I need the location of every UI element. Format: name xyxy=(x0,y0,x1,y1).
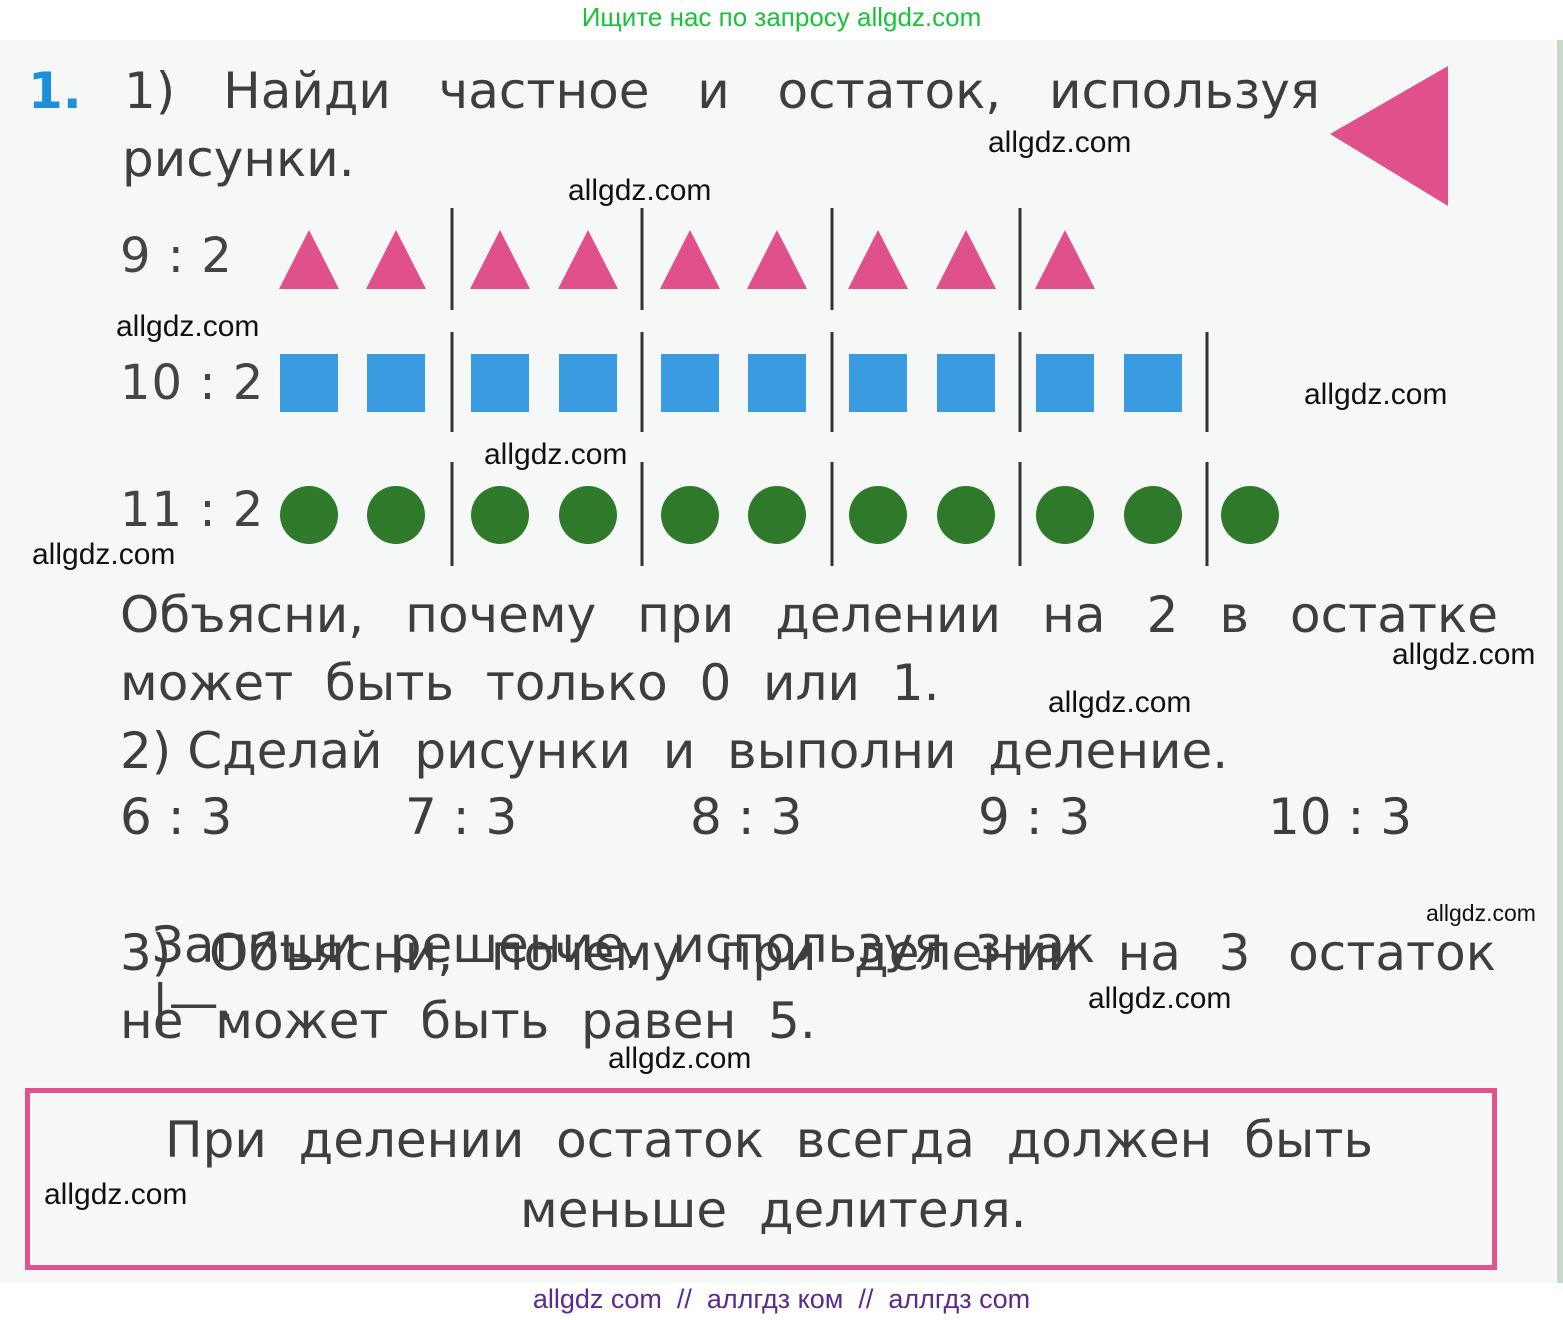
square-shape xyxy=(280,354,338,412)
circle-shape xyxy=(559,486,617,544)
square-shape xyxy=(367,354,425,412)
word: на xyxy=(1117,924,1181,982)
triangle-shape xyxy=(660,230,720,289)
circle-shape xyxy=(471,486,529,544)
word: при xyxy=(637,586,735,644)
circle-shape xyxy=(367,486,425,544)
left-triangle-icon xyxy=(1330,66,1448,206)
word: почему xyxy=(405,586,597,644)
square-shape xyxy=(471,354,529,412)
square-shape xyxy=(748,354,806,412)
part2-line3: Запиши решение, используя знак |—. xyxy=(120,858,1095,1032)
circle-shape xyxy=(748,486,806,544)
triangle-shape xyxy=(1035,230,1095,289)
part3-line2: не может быть равен 5. xyxy=(120,992,816,1050)
circle-shape xyxy=(1036,486,1094,544)
triangle-shape xyxy=(279,230,339,289)
watermark: allgdz.com xyxy=(44,1178,188,1211)
word: почему xyxy=(490,924,682,982)
watermark: allgdz.com xyxy=(988,126,1132,159)
example-10-3: 10 : 3 xyxy=(1268,788,1413,846)
circle-shape xyxy=(1221,486,1279,544)
triangle-shape xyxy=(558,230,618,289)
example-8-3: 8 : 3 xyxy=(690,788,803,846)
page-edge xyxy=(1557,40,1563,1283)
word: 1) xyxy=(124,62,176,120)
word: на xyxy=(1042,586,1106,644)
top-banner: Ищите нас по запросу allgdz.com xyxy=(581,2,982,32)
example-7-3: 7 : 3 xyxy=(405,788,518,846)
word: в xyxy=(1219,586,1249,644)
word: при xyxy=(719,924,817,982)
word: делении xyxy=(775,586,1002,644)
part2-line1: 2) Сделай рисунки и выполни деление. xyxy=(120,722,1229,780)
watermark: allgdz.com xyxy=(568,174,712,207)
watermark: allgdz.com xyxy=(1048,686,1192,719)
word: Объясни, xyxy=(120,586,365,644)
watermark: allgdz.com xyxy=(116,310,260,343)
rule-line2: меньше делителя. xyxy=(520,1181,1027,1239)
word: делении xyxy=(854,924,1080,982)
triangle-shape xyxy=(936,230,996,289)
word: остаток xyxy=(1288,924,1496,982)
triangle-shape xyxy=(470,230,530,289)
part1-line1: 1) Найди частное и остаток, используя xyxy=(124,62,1320,120)
row-label-9-2: 9 : 2 xyxy=(120,228,233,284)
rule-line1: При делении остаток всегда должен быть xyxy=(165,1111,1373,1169)
example-9-3: 9 : 3 xyxy=(978,788,1091,846)
example-6-3: 6 : 3 xyxy=(120,788,233,846)
word: остатке xyxy=(1290,586,1498,644)
word: используя xyxy=(1048,62,1320,120)
square-shape xyxy=(661,354,719,412)
part3-line1: 3) Объясни, почему при делении на 3 оста… xyxy=(120,924,1496,982)
triangle-shape xyxy=(747,230,807,289)
circle-shape xyxy=(661,486,719,544)
explain-line2: может быть только 0 или 1. xyxy=(120,654,940,712)
word: и xyxy=(697,62,730,120)
bottom-banner: allgdz com // аллгдз ком // аллгдз com xyxy=(532,1284,1031,1314)
circle-shape xyxy=(849,486,907,544)
square-shape xyxy=(849,354,907,412)
word: 2 xyxy=(1146,586,1179,644)
part1-line2: рисунки. xyxy=(122,130,355,188)
square-shape xyxy=(559,354,617,412)
rule-box: При делении остаток всегда должен быть м… xyxy=(25,1088,1497,1270)
circle-shape xyxy=(937,486,995,544)
circle-shape xyxy=(1124,486,1182,544)
word: Объясни, xyxy=(209,924,454,982)
circle-shape xyxy=(280,486,338,544)
word: 3) xyxy=(120,924,172,982)
explain-line1: Объясни, почему при делении на 2 в остат… xyxy=(120,586,1498,644)
word: 3 xyxy=(1218,924,1251,982)
watermark: allgdz.com xyxy=(608,1042,752,1075)
word: частное xyxy=(438,62,650,120)
square-shape xyxy=(937,354,995,412)
row-label-11-2: 11 : 2 xyxy=(120,482,265,538)
division-sign: |—. xyxy=(151,974,235,1032)
task-number: 1. xyxy=(28,62,82,120)
watermark: allgdz.com xyxy=(1392,638,1536,671)
watermark: allgdz.com xyxy=(1088,982,1232,1015)
watermark: allgdz.com xyxy=(32,538,176,571)
word: Найди xyxy=(223,62,391,120)
watermark: allgdz.com xyxy=(1426,900,1536,926)
part2-line3-text: Запиши решение, используя знак xyxy=(151,916,1096,974)
triangle-shape xyxy=(366,230,426,289)
square-shape xyxy=(1124,354,1182,412)
square-shape xyxy=(1036,354,1094,412)
watermark: allgdz.com xyxy=(484,438,628,471)
row-label-10-2: 10 : 2 xyxy=(120,355,265,411)
word: остаток, xyxy=(777,62,1002,120)
triangle-shape xyxy=(848,230,908,289)
watermark: allgdz.com xyxy=(1304,378,1448,411)
